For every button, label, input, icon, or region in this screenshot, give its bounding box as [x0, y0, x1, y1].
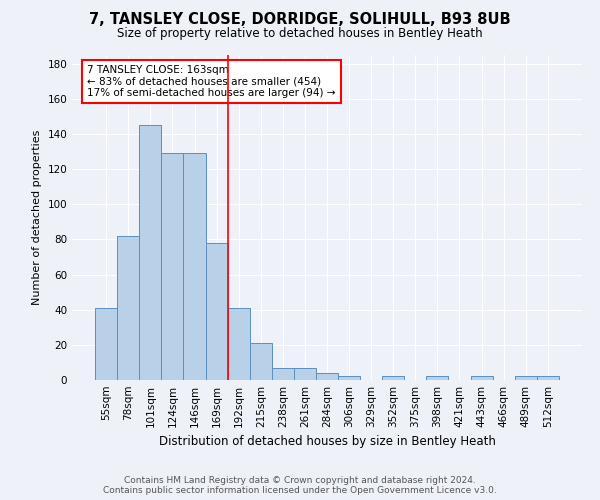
Bar — [316, 373, 338, 380]
Bar — [95, 308, 117, 380]
Bar — [470, 376, 493, 380]
Bar — [227, 308, 250, 380]
Bar — [161, 154, 184, 380]
Bar — [427, 376, 448, 380]
Bar — [338, 376, 360, 380]
Text: Size of property relative to detached houses in Bentley Heath: Size of property relative to detached ho… — [117, 28, 483, 40]
Bar — [184, 154, 206, 380]
Text: 7, TANSLEY CLOSE, DORRIDGE, SOLIHULL, B93 8UB: 7, TANSLEY CLOSE, DORRIDGE, SOLIHULL, B9… — [89, 12, 511, 28]
Bar — [117, 236, 139, 380]
Bar — [294, 368, 316, 380]
Text: 7 TANSLEY CLOSE: 163sqm
← 83% of detached houses are smaller (454)
17% of semi-d: 7 TANSLEY CLOSE: 163sqm ← 83% of detache… — [88, 64, 336, 98]
Bar — [382, 376, 404, 380]
Bar — [272, 368, 294, 380]
Bar — [537, 376, 559, 380]
X-axis label: Distribution of detached houses by size in Bentley Heath: Distribution of detached houses by size … — [158, 436, 496, 448]
Y-axis label: Number of detached properties: Number of detached properties — [32, 130, 42, 305]
Text: Contains HM Land Registry data © Crown copyright and database right 2024.
Contai: Contains HM Land Registry data © Crown c… — [103, 476, 497, 495]
Bar — [206, 243, 227, 380]
Bar — [250, 343, 272, 380]
Bar — [515, 376, 537, 380]
Bar — [139, 126, 161, 380]
